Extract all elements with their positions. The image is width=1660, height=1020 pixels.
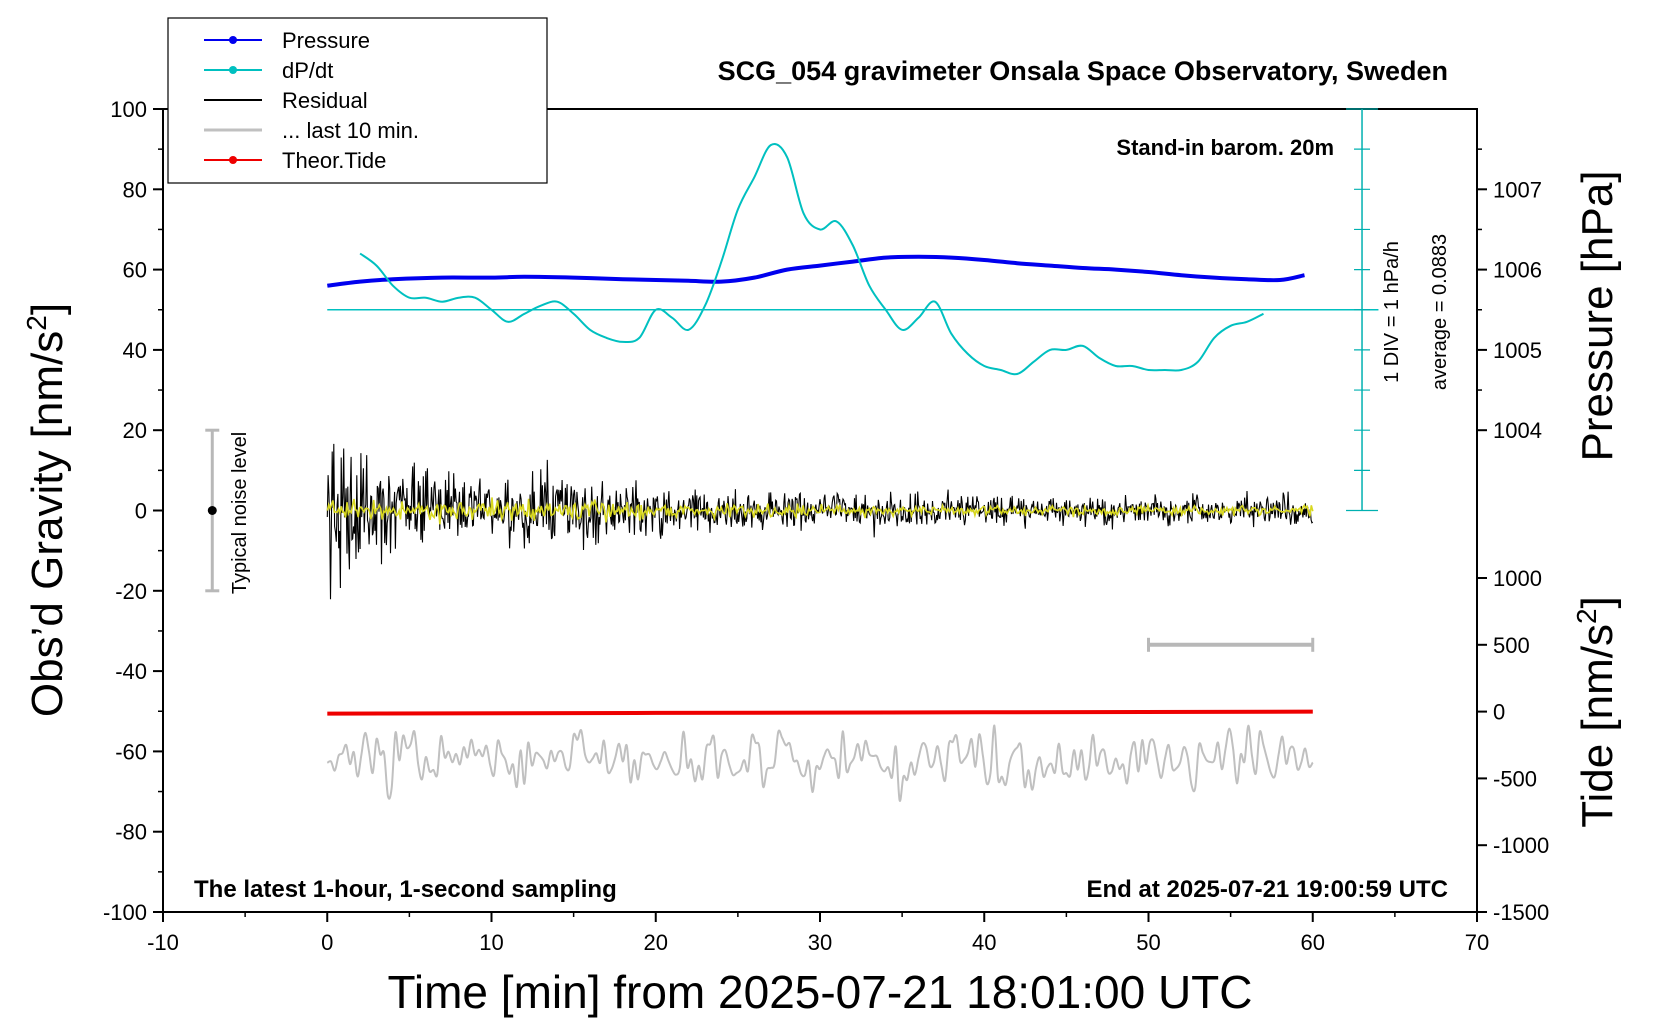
- pressure-axis-ticks: 1007 1006 1005 1004: [1477, 148, 1542, 443]
- y-tick-label: 80: [123, 177, 147, 202]
- noise-bar-center-dot: [207, 506, 217, 515]
- y-axis-title: Obs’d Gravity [nm/s2]: [21, 303, 72, 717]
- tide-axis-title-end: ]: [1573, 596, 1622, 608]
- tide-axis-title-sup: 2: [1571, 608, 1602, 624]
- y-tick-label: -60: [115, 739, 147, 764]
- tide-axis-ticks: 1000 500 0 -500 -1000 -1500: [1477, 566, 1549, 925]
- x-tick-label: 40: [972, 930, 996, 955]
- legend-marker: [229, 156, 237, 164]
- tide-axis-title-main: Tide [nm/s: [1573, 624, 1622, 828]
- x-tick-label: 30: [808, 930, 832, 955]
- tide-axis-title: Tide [nm/s2]: [1571, 596, 1622, 828]
- pressure-tick-label: 1006: [1493, 258, 1542, 283]
- average-label: average = 0.0883: [1429, 234, 1451, 390]
- tide-tick-label: -500: [1493, 766, 1537, 791]
- x-tick-label: 10: [479, 930, 503, 955]
- x-tick-label: 60: [1301, 930, 1325, 955]
- tide-tick-label: -1000: [1493, 833, 1549, 858]
- x-axis-title: Time [min] from 2025-07-21 18:01:00 UTC: [388, 966, 1253, 1018]
- legend-label: Pressure: [282, 28, 370, 53]
- series-theor-tide: [327, 709, 1313, 716]
- x-tick-label: 20: [644, 930, 668, 955]
- legend-marker: [229, 66, 237, 74]
- noise-label: Typical noise level: [229, 432, 251, 594]
- y-tick-label: -40: [115, 659, 147, 684]
- tide-tick-label: 1000: [1493, 566, 1542, 591]
- y-tick-label: 0: [135, 499, 147, 524]
- y-axis-title-sup: 2: [21, 315, 52, 331]
- dpdt-scale-bar: [1346, 108, 1379, 512]
- series-dpdt: [359, 143, 1264, 376]
- legend-marker: [229, 36, 237, 44]
- y-tick-label: 40: [123, 338, 147, 363]
- y-tick-label: 20: [123, 418, 147, 443]
- series-pressure: [327, 254, 1305, 288]
- y-axis-title-main: Obs’d Gravity [nm/s: [23, 331, 72, 717]
- series-residual: [326, 443, 1314, 600]
- series-layer: [205, 143, 1379, 802]
- latest-label: The latest 1-hour, 1-second sampling: [194, 876, 617, 903]
- div-label: 1 DIV = 1 hPa/h: [1381, 241, 1403, 383]
- tide-tick-label: -1500: [1493, 900, 1549, 925]
- y-axis-title-end: ]: [23, 303, 72, 315]
- legend-label: Residual: [282, 88, 368, 113]
- legend-label: Theor.Tide: [282, 148, 386, 173]
- y-tick-label: -80: [115, 820, 147, 845]
- y-tick-label: 60: [123, 258, 147, 283]
- pressure-tick-label: 1005: [1493, 338, 1542, 363]
- y-axis-ticks: 100 80 60 40 20 0 -20 -40 -60 -80 -100: [103, 97, 163, 925]
- x-tick-label: 50: [1136, 930, 1160, 955]
- stand-in-label: Stand-in barom. 20m: [1116, 135, 1334, 160]
- legend-label: ... last 10 min.: [282, 118, 419, 143]
- tide-tick-label: 500: [1493, 633, 1530, 658]
- x-tick-label: 70: [1465, 930, 1489, 955]
- x-axis-ticks: -10 0 10 20 30 40 50 60 70: [147, 912, 1489, 955]
- legend: Pressure dP/dt Residual ... last 10 min. The…: [167, 17, 548, 184]
- y-tick-label: -100: [103, 900, 147, 925]
- series-last-10-min: [326, 724, 1314, 802]
- pressure-tick-label: 1007: [1493, 177, 1542, 202]
- chart-title: SCG_054 gravimeter Onsala Space Observat…: [718, 56, 1448, 86]
- y-tick-label: -20: [115, 579, 147, 604]
- legend-label: dP/dt: [282, 58, 333, 83]
- end-at-label: End at 2025-07-21 19:00:59 UTC: [1087, 876, 1449, 903]
- y-tick-label: 100: [110, 97, 147, 122]
- pressure-tick-label: 1004: [1493, 418, 1542, 443]
- x-tick-label: 0: [321, 930, 333, 955]
- x-tick-label: -10: [147, 930, 179, 955]
- pressure-axis-title: Pressure [hPa]: [1573, 170, 1622, 461]
- tide-tick-label: 0: [1493, 700, 1505, 725]
- series-residual-smoothed: [326, 497, 1314, 525]
